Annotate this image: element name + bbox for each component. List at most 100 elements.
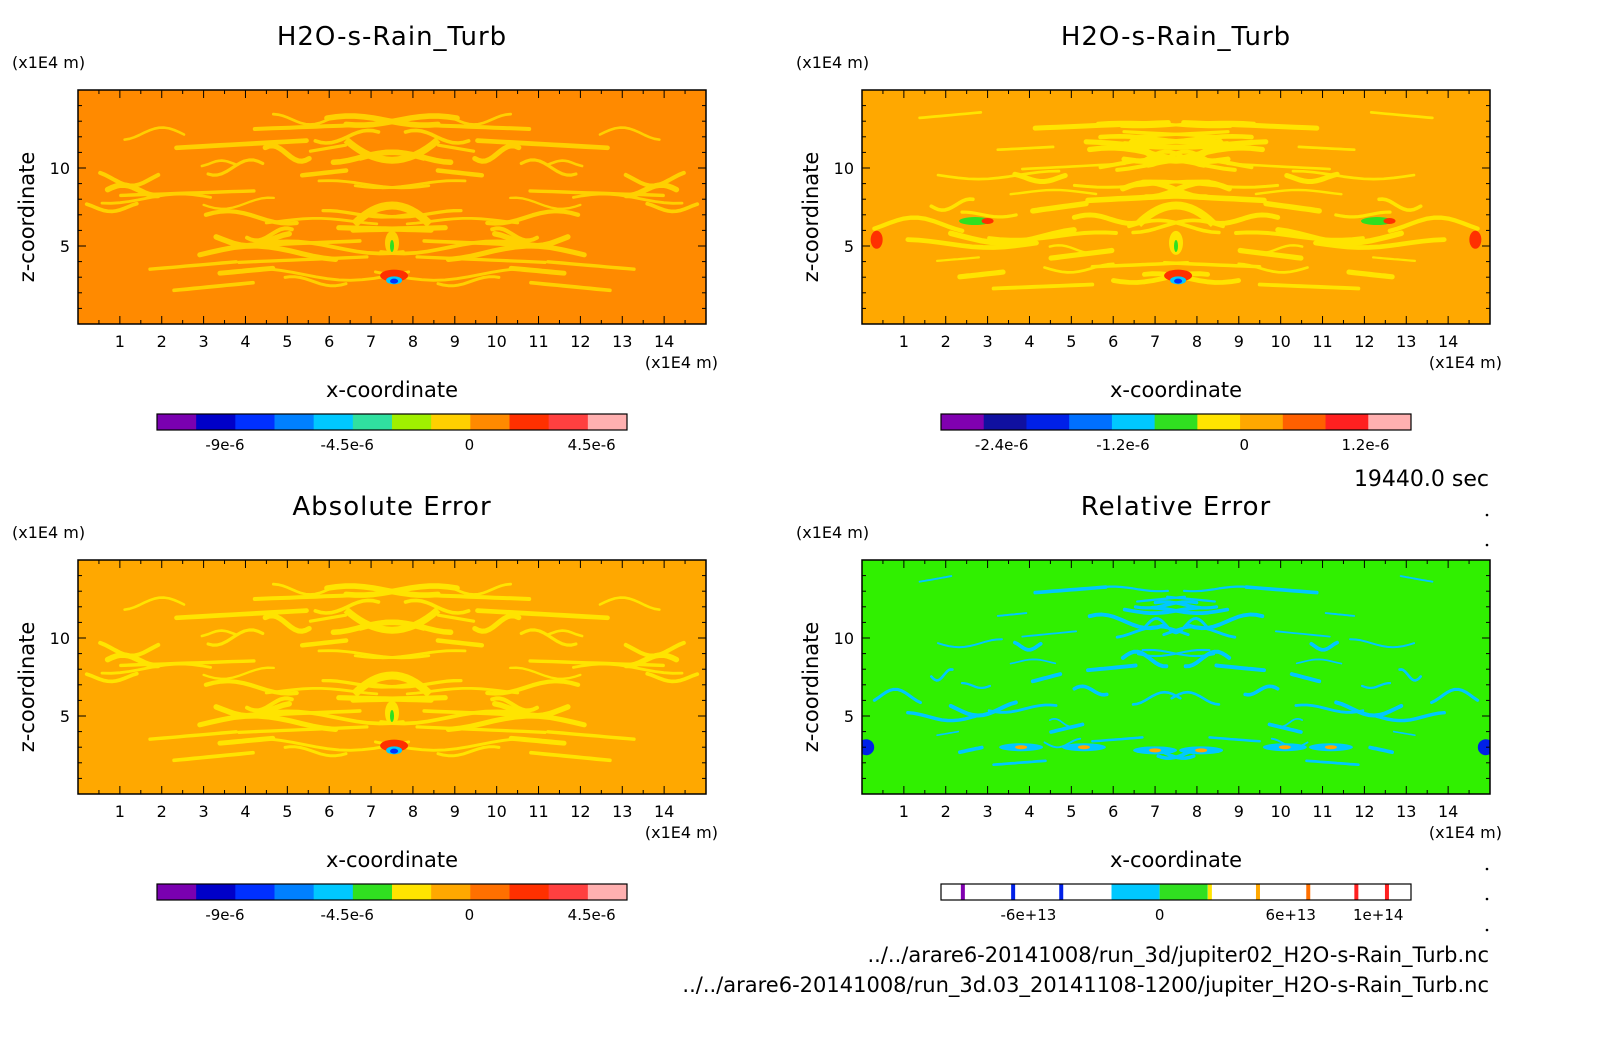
- field-streak: [245, 226, 294, 243]
- x-tick-label: 2: [157, 802, 167, 821]
- x-tick-label: 11: [528, 332, 548, 351]
- field-streak: [1234, 230, 1365, 242]
- field-streak: [98, 640, 161, 658]
- field-streak: [379, 709, 523, 726]
- field-streak: [1048, 244, 1100, 255]
- field-streak: [918, 575, 953, 583]
- field-streak: [1284, 171, 1340, 185]
- anomaly-spot: [981, 218, 994, 225]
- field-streak: [1071, 212, 1140, 226]
- anomaly-spot: [390, 278, 399, 284]
- marker-dot: [1485, 513, 1489, 517]
- field-streak: [1162, 261, 1262, 269]
- colorbar-swatch: [587, 884, 628, 900]
- field-streak: [1313, 237, 1447, 250]
- x-tick-label: 1: [115, 332, 125, 351]
- colorbar-label: -9e-6: [205, 906, 244, 924]
- colorbar-swatch: [548, 414, 589, 430]
- field-streak: [929, 668, 954, 682]
- field-streak: [1096, 120, 1232, 129]
- x-unit-label: (x1E4 m): [645, 353, 718, 372]
- x-tick-label: 9: [1234, 802, 1244, 821]
- colorbar-swatch: [274, 414, 315, 430]
- field-streak: [1371, 256, 1417, 262]
- field-pattern: [84, 582, 700, 763]
- field-streak: [1030, 672, 1063, 684]
- colorbar-swatch: [1026, 414, 1070, 430]
- colorbar-swatch: [431, 884, 471, 900]
- field-streak: [1275, 227, 1404, 246]
- field-pattern: [870, 111, 1482, 291]
- colorbar-frame: [156, 413, 628, 431]
- colorbar-swatch: [470, 414, 510, 430]
- colorbar-swatch: [983, 414, 1027, 430]
- field-streak: [453, 582, 513, 596]
- x-unit-label: (x1E4 m): [645, 823, 718, 842]
- field-streak: [1122, 605, 1202, 615]
- x-tick-label: 4: [1024, 802, 1034, 821]
- field-streak: [929, 197, 975, 212]
- field-streak: [987, 703, 1058, 714]
- anomaly-spot: [959, 217, 992, 226]
- colorbar-label: -1.2e-6: [1096, 436, 1149, 454]
- colorbar-swatch: [941, 414, 985, 430]
- field-streak: [905, 237, 1039, 250]
- anomaly-spot: [1324, 745, 1337, 750]
- colorbar-swatch: [1011, 884, 1016, 900]
- field-streak: [645, 201, 700, 214]
- x-tick-label: 8: [408, 802, 418, 821]
- anomaly-spot: [1015, 745, 1028, 750]
- field-streak: [1387, 215, 1480, 233]
- field-streak: [906, 711, 978, 723]
- colorbar-swatch: [509, 414, 550, 430]
- colorbar-swatch: [509, 884, 550, 900]
- field-streak: [197, 243, 339, 263]
- y-tick-label: 5: [60, 707, 70, 726]
- field-streak: [213, 231, 292, 249]
- field-streak: [1131, 690, 1182, 706]
- field-streak: [1030, 200, 1089, 214]
- field-streak: [1166, 595, 1216, 603]
- x-axis-label: x-coordinate: [326, 378, 458, 402]
- colorbar-frame: [940, 883, 1412, 901]
- x-tick-label: 6: [1108, 332, 1118, 351]
- field-streak: [546, 629, 584, 638]
- x-tick-label: 4: [1024, 332, 1034, 351]
- field-streak: [1142, 271, 1241, 285]
- field-streak: [1349, 638, 1415, 649]
- colorbar-label: -9e-6: [205, 436, 244, 454]
- field-streak: [1144, 617, 1177, 635]
- x-tick-label: 1: [899, 802, 909, 821]
- field-streak: [283, 275, 348, 288]
- file-path: ../../arare6-20141008/run_3d.03_20141108…: [682, 973, 1489, 998]
- field-streak: [200, 629, 238, 638]
- x-unit-label: (x1E4 m): [1429, 823, 1502, 842]
- field-streak: [172, 280, 255, 293]
- field-streak: [313, 598, 381, 615]
- field-streak: [1291, 169, 1416, 181]
- field-streak: [492, 701, 571, 719]
- colorbar-swatch: [1111, 884, 1160, 900]
- field-streak: [422, 593, 532, 601]
- field-streak: [245, 696, 294, 713]
- x-tick-label: 14: [1438, 802, 1458, 821]
- field-streak: [490, 226, 539, 243]
- colorbar-label: -4.5e-6: [320, 906, 373, 924]
- x-tick-label: 4: [240, 802, 250, 821]
- field-streak: [353, 179, 467, 190]
- colorbar-swatch: [1069, 414, 1113, 430]
- field-streak: [918, 111, 983, 120]
- colorbar-swatch: [352, 414, 393, 430]
- field-streak: [645, 671, 700, 684]
- colorbar-swatch: [235, 884, 275, 900]
- colorbar-swatch: [1197, 414, 1241, 430]
- field-streak: [1254, 188, 1343, 196]
- field-streak: [123, 126, 186, 141]
- chart-title: Relative Error: [1081, 492, 1272, 522]
- colorbar-swatch: [1306, 884, 1311, 900]
- field-streak: [1133, 134, 1254, 145]
- x-tick-label: 9: [1234, 332, 1244, 351]
- field-streak: [351, 201, 433, 228]
- field-streak: [1021, 630, 1077, 638]
